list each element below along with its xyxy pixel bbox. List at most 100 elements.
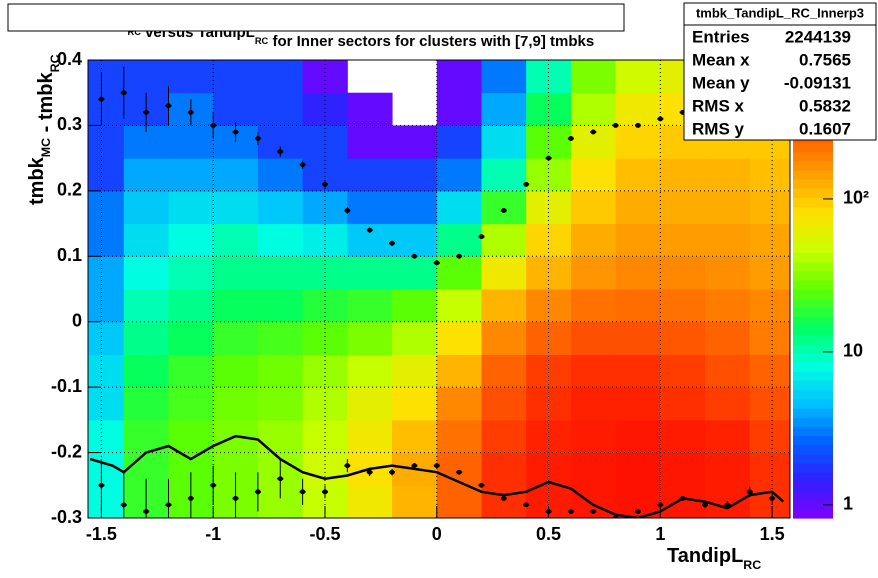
marker <box>367 227 373 233</box>
heatmap-cell <box>347 158 393 192</box>
heatmap-cell <box>392 387 438 421</box>
profile-point <box>98 73 105 126</box>
marker <box>501 495 507 501</box>
heatmap-cell <box>615 190 661 225</box>
marker <box>188 109 194 115</box>
profile-point <box>702 501 709 509</box>
heatmap-cell <box>436 190 482 225</box>
heatmap-cell <box>570 190 617 225</box>
heatmap-cell <box>436 485 482 518</box>
stats-value: 0.5832 <box>799 96 851 115</box>
heatmap-cell <box>481 485 527 518</box>
heatmap-cell <box>257 190 304 225</box>
heatmap-cell <box>168 289 214 323</box>
marker <box>322 181 328 187</box>
marker <box>121 502 127 508</box>
heatmap-cell <box>481 419 527 454</box>
profile-point <box>254 472 261 512</box>
marker <box>188 495 194 501</box>
heatmap-cell <box>168 387 214 421</box>
profile-point <box>500 207 507 213</box>
color-bar-step <box>793 426 833 437</box>
heatmap-cell <box>481 289 527 323</box>
y-tick-label: 0 <box>72 310 82 330</box>
heatmap-cell <box>257 419 304 454</box>
rich-text: tmbkMC - tmbkRC <box>26 54 62 205</box>
marker <box>434 260 440 266</box>
heatmap-cell <box>257 321 304 355</box>
marker <box>590 508 596 514</box>
marker <box>143 109 149 115</box>
heatmap-cell <box>436 125 482 159</box>
marker <box>300 162 306 168</box>
color-bar-step <box>793 252 833 263</box>
heatmap-cell <box>213 321 259 355</box>
color-bar-step <box>793 362 833 373</box>
marker <box>98 482 104 488</box>
heatmap-cell <box>660 190 706 225</box>
marker <box>411 253 417 259</box>
heatmap-cell <box>347 419 393 454</box>
heatmap-cell <box>168 419 214 454</box>
profile-point <box>277 146 284 157</box>
profile-point <box>344 207 351 214</box>
heatmap-cell <box>213 289 259 323</box>
z-tick-label: 10² <box>843 188 869 208</box>
heatmap-cell <box>526 354 572 388</box>
heatmap-cell <box>615 289 661 323</box>
heatmap-cell <box>257 256 304 290</box>
profile-point <box>433 463 440 469</box>
marker <box>233 495 239 501</box>
heatmap-cell <box>749 289 790 323</box>
heatmap-cell <box>257 387 304 421</box>
color-bar-step <box>793 508 833 519</box>
heatmap-cell <box>570 92 617 126</box>
profile-point <box>187 472 194 518</box>
heatmap-cell <box>168 125 214 159</box>
heatmap-cell <box>392 419 438 454</box>
heatmap-cell <box>705 289 751 323</box>
heatmap-cell <box>257 354 304 388</box>
y-tick-label: -0.2 <box>51 441 82 461</box>
heatmap-cell <box>749 387 790 421</box>
heatmap-cell <box>660 256 706 290</box>
color-bar-step <box>793 371 833 382</box>
plot-frame <box>87 59 791 519</box>
x-tick-label: 0.5 <box>536 524 561 544</box>
profile-point <box>634 122 641 128</box>
color-bar-step <box>793 298 833 308</box>
profile-point <box>389 468 396 476</box>
heatmap-cell <box>123 60 169 94</box>
marker <box>165 103 171 109</box>
stats-value: 2244139 <box>785 27 851 46</box>
heatmap-cell <box>481 190 527 225</box>
heatmap-cell <box>615 223 661 257</box>
x-tick-label: 0 <box>432 524 442 544</box>
heatmap-cell <box>705 321 751 355</box>
text-part: for Inner sectors for clusters with [7,9… <box>268 33 594 50</box>
heatmap-cell <box>705 158 751 192</box>
heatmap-cell <box>88 485 125 518</box>
heatmap-cell <box>481 158 527 192</box>
heatmap-cell <box>436 158 482 192</box>
heatmap-cell <box>615 354 661 388</box>
marker <box>277 476 283 482</box>
heatmap-cell <box>705 223 751 257</box>
heatmap-cell <box>705 354 751 388</box>
heatmap-cell <box>88 289 125 323</box>
color-bar-step <box>793 499 833 510</box>
heatmap-cell <box>481 354 527 388</box>
heatmap-cell <box>392 321 438 355</box>
marker <box>590 129 596 135</box>
heatmap-cell <box>749 321 790 355</box>
heatmap-cell <box>347 485 393 518</box>
profile-point <box>411 253 418 259</box>
heatmap-cell <box>213 190 259 225</box>
profile-point <box>500 495 507 501</box>
heatmap-cell <box>705 419 751 454</box>
profile-point <box>456 469 463 475</box>
heatmap-cell <box>749 223 790 257</box>
heatmap-cell <box>392 190 438 225</box>
heatmap-cell <box>88 190 125 225</box>
heatmap-cell <box>392 158 438 192</box>
